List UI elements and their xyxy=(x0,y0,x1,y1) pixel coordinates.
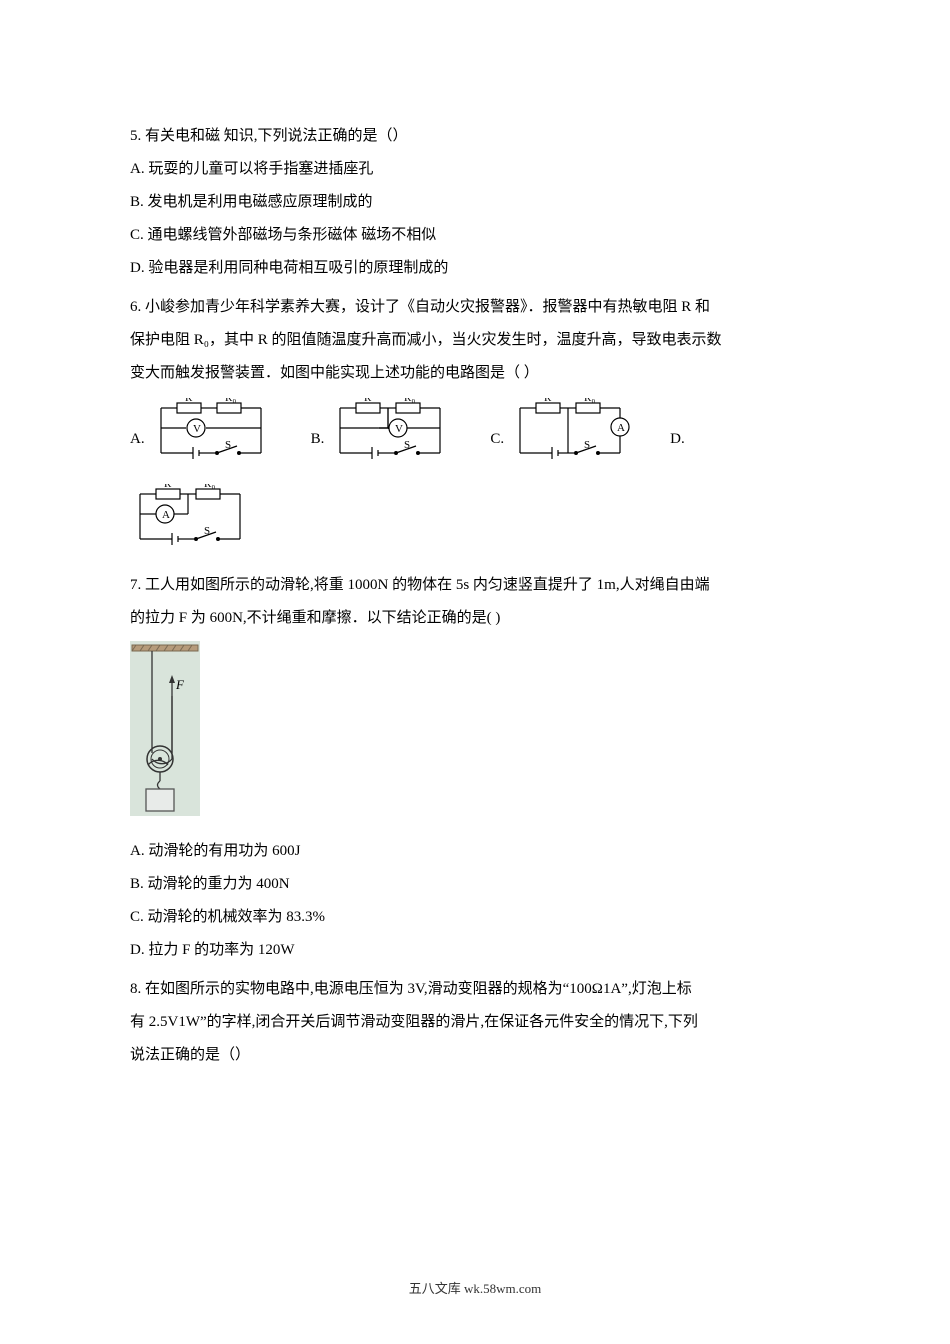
label-F: F xyxy=(175,677,185,692)
circuit-c-figure: R R₀ A xyxy=(510,398,630,460)
q6-label-d: D. xyxy=(670,423,685,460)
circuit-b-figure: R R₀ xyxy=(330,398,450,460)
q6-stem-line3: 变大而触发报警装置．如图中能实现上述功能的电路图是（ ） xyxy=(130,357,820,390)
q7-option-b: B. 动滑轮的重力为 400N xyxy=(130,868,820,901)
q6-option-c: C. R R₀ A xyxy=(490,398,630,460)
q6-option-a: A. R R₀ V xyxy=(130,398,271,460)
q7-figure: F xyxy=(130,641,820,829)
svg-text:R: R xyxy=(164,484,172,490)
svg-text:R₀: R₀ xyxy=(204,484,215,490)
pulley-svg: F xyxy=(130,641,200,816)
q5-option-a: A. 玩耍的儿童可以将手指塞进插座孔 xyxy=(130,153,820,186)
q6-options-row: A. R R₀ V xyxy=(130,398,820,460)
svg-text:R: R xyxy=(544,398,552,404)
svg-text:V: V xyxy=(395,423,403,435)
q5-stem: 5. 有关电和磁 知识,下列说法正确的是（） xyxy=(130,120,820,153)
q6-label-b: B. xyxy=(311,423,325,460)
question-7: 7. 工人用如图所示的动滑轮,将重 1000N 的物体在 5s 内匀速竖直提升了… xyxy=(130,569,820,967)
q6-option-d-label: D. xyxy=(670,423,685,460)
svg-text:A: A xyxy=(617,422,625,434)
circuit-d-figure: R R₀ A S xyxy=(130,484,250,546)
label-s: S xyxy=(225,439,231,451)
circuit-a-figure: R R₀ V xyxy=(151,398,271,460)
q7-option-c: C. 动滑轮的机械效率为 83.3% xyxy=(130,901,820,934)
svg-text:A: A xyxy=(162,509,170,521)
q7-option-d: D. 拉力 F 的功率为 120W xyxy=(130,934,820,967)
q6-stem-line2: 保护电阻 R₀，其中 R 的阻值随温度升高而减小，当火灾发生时，温度升高，导致电… xyxy=(130,324,820,357)
q7-option-a: A. 动滑轮的有用功为 600J xyxy=(130,835,820,868)
q5-option-d: D. 验电器是利用同种电荷相互吸引的原理制成的 xyxy=(130,252,820,285)
page-footer: 五八文库 wk.58wm.com xyxy=(0,1275,950,1304)
q7-stem-line2: 的拉力 F 为 600N,不计绳重和摩擦．以下结论正确的是( ) xyxy=(130,602,820,635)
svg-text:S: S xyxy=(204,525,210,537)
q8-stem-line1: 8. 在如图所示的实物电路中,电源电压恒为 3V,滑动变阻器的规格为“100Ω1… xyxy=(130,973,820,1006)
question-8: 8. 在如图所示的实物电路中,电源电压恒为 3V,滑动变阻器的规格为“100Ω1… xyxy=(130,973,820,1072)
q6-option-b: B. R R₀ xyxy=(311,398,451,460)
svg-text:R₀: R₀ xyxy=(404,398,415,404)
question-5: 5. 有关电和磁 知识,下列说法正确的是（） A. 玩耍的儿童可以将手指塞进插座… xyxy=(130,120,820,285)
q6-option-d-figure-wrap: R R₀ A S xyxy=(130,484,820,559)
q5-option-b: B. 发电机是利用电磁感应原理制成的 xyxy=(130,186,820,219)
label-R0: R₀ xyxy=(225,398,236,404)
svg-text:S: S xyxy=(404,439,410,451)
q6-label-a: A. xyxy=(130,423,145,460)
label-R: R xyxy=(185,398,193,404)
q5-option-c: C. 通电螺线管外部磁场与条形磁体 磁场不相似 xyxy=(130,219,820,252)
question-6: 6. 小峻参加青少年科学素养大赛，设计了《自动火灾报警器》．报警器中有热敏电阻 … xyxy=(130,291,820,559)
meter-v: V xyxy=(193,423,201,435)
q7-stem-line1: 7. 工人用如图所示的动滑轮,将重 1000N 的物体在 5s 内匀速竖直提升了… xyxy=(130,569,820,602)
svg-text:S: S xyxy=(584,439,590,451)
q6-label-c: C. xyxy=(490,423,504,460)
svg-text:R₀: R₀ xyxy=(584,398,595,404)
exam-page: 5. 有关电和磁 知识,下列说法正确的是（） A. 玩耍的儿童可以将手指塞进插座… xyxy=(0,0,950,1344)
q8-stem-line2: 有 2.5V1W”的字样,闭合开关后调节滑动变阻器的滑片,在保证各元件安全的情况… xyxy=(130,1006,820,1039)
q8-stem-line3: 说法正确的是（） xyxy=(130,1039,820,1072)
svg-text:R: R xyxy=(364,398,372,404)
q6-stem-line1: 6. 小峻参加青少年科学素养大赛，设计了《自动火灾报警器》．报警器中有热敏电阻 … xyxy=(130,291,820,324)
